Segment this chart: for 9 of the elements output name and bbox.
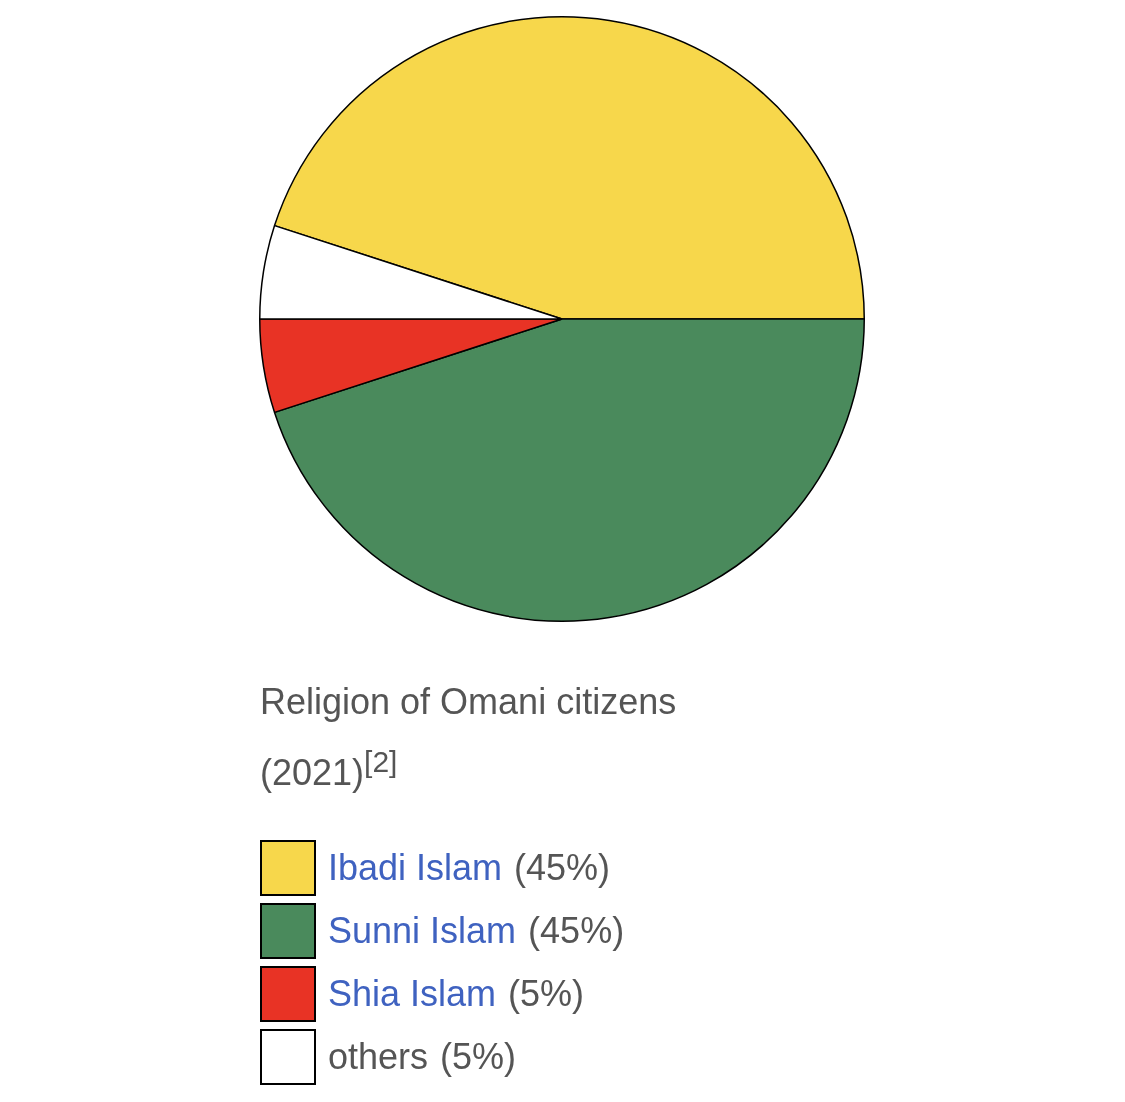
data-label: (45%)	[528, 909, 625, 952]
text: Religion of Omani citizens (2021)$^{[2]}$	[260, 680, 678, 795]
data-label: (5%)	[440, 1035, 517, 1078]
legend-label: Ibadi Islam	[328, 846, 503, 889]
legend-label: others	[328, 1035, 429, 1078]
data-label: (5%)	[508, 972, 585, 1015]
legend-label: Shia Islam	[328, 972, 497, 1015]
legend-label: Sunni Islam	[328, 909, 517, 952]
data-label: (45%)	[514, 846, 611, 889]
